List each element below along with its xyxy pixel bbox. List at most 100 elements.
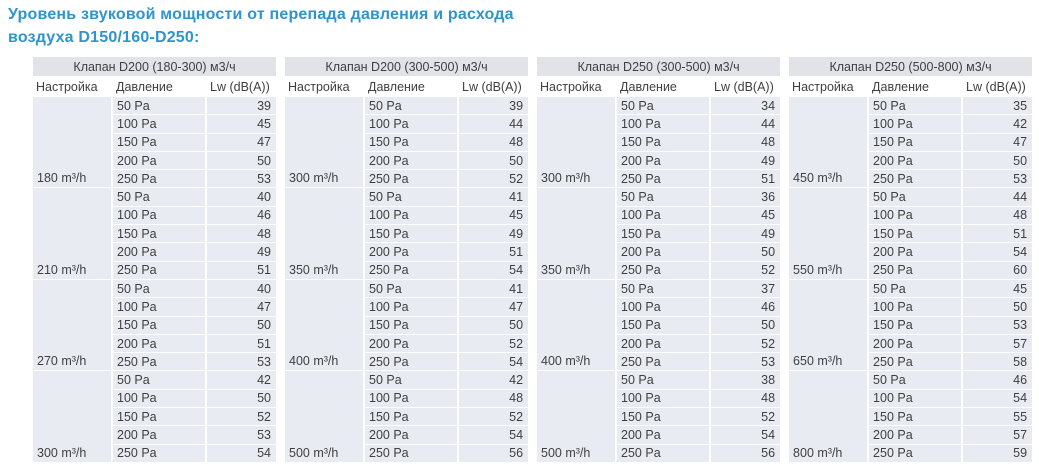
lw-value-cell: 51 bbox=[963, 225, 1033, 244]
table-row: 100 Pa 48 bbox=[537, 389, 781, 409]
lw-value-cell: 42 bbox=[963, 115, 1033, 134]
lw-value-cell: 44 bbox=[711, 115, 781, 134]
table-row: 250 Pa 51 bbox=[537, 170, 781, 189]
lw-value-cell: 42 bbox=[459, 371, 529, 390]
pressure-cell: 200 Pa bbox=[113, 151, 207, 171]
table-row: 100 Pa 42 bbox=[789, 115, 1033, 134]
lw-value-cell: 50 bbox=[459, 151, 529, 171]
lw-value-cell: 41 bbox=[459, 279, 529, 299]
lw-value-cell: 37 bbox=[711, 279, 781, 299]
lw-value-cell: 54 bbox=[459, 353, 529, 372]
table-row: 150 Pa 47 bbox=[33, 133, 277, 152]
pressure-cell: 250 Pa bbox=[365, 170, 460, 189]
lw-value-cell: 47 bbox=[207, 298, 277, 317]
pressure-cell: 150 Pa bbox=[617, 408, 712, 427]
table-row: 500 m³/h 50 Pa 42 bbox=[285, 371, 529, 463]
lw-value-cell: 52 bbox=[711, 334, 781, 354]
table-row: 210 m³/h 50 Pa 40 bbox=[33, 188, 277, 280]
lw-value-cell: 50 bbox=[711, 316, 781, 335]
table-row: 250 Pa 52 bbox=[285, 170, 529, 189]
pressure-cell: 150 Pa bbox=[113, 316, 207, 335]
table-row: 250 Pa 53 bbox=[537, 353, 781, 372]
lw-value-cell: 42 bbox=[207, 371, 277, 390]
table-row: 150 Pa 48 bbox=[537, 133, 781, 152]
table-row: 300 m³/h 50 Pa 42 bbox=[33, 371, 277, 463]
pressure-cell: 50 Pa bbox=[113, 97, 207, 116]
pressure-cell: 250 Pa bbox=[365, 353, 460, 372]
pressure-cell: 200 Pa bbox=[617, 426, 712, 445]
table-row: 200 Pa 53 bbox=[33, 426, 277, 445]
column-header-lw: Lw (dB(A)) bbox=[711, 77, 781, 97]
pressure-cell: 100 Pa bbox=[113, 298, 207, 317]
table-row: 200 Pa 54 bbox=[789, 243, 1033, 262]
pressure-cell: 150 Pa bbox=[365, 408, 460, 427]
table-row: 200 Pa 50 bbox=[33, 151, 277, 171]
pressure-cell: 150 Pa bbox=[869, 225, 964, 244]
lw-value-cell: 41 bbox=[459, 188, 529, 207]
pressure-cell: 250 Pa bbox=[365, 261, 460, 280]
table-row: 100 Pa 45 bbox=[33, 115, 277, 134]
lw-value-cell: 39 bbox=[207, 97, 277, 116]
table-row: 180 m³/h 50 Pa 39 bbox=[33, 97, 277, 189]
lw-value-cell: 52 bbox=[207, 408, 277, 427]
table-title: Клапан D200 (180-300) м3/ч bbox=[33, 57, 277, 77]
lw-value-cell: 44 bbox=[963, 188, 1033, 207]
table-row: 350 m³/h 50 Pa 36 bbox=[537, 188, 781, 280]
lw-value-cell: 60 bbox=[963, 261, 1033, 280]
pressure-cell: 250 Pa bbox=[617, 170, 712, 189]
lw-value-cell: 51 bbox=[459, 243, 529, 262]
table-row: 150 Pa 52 bbox=[33, 408, 277, 427]
table-row: 300 m³/h 50 Pa 39 bbox=[285, 97, 529, 189]
pressure-cell: 50 Pa bbox=[617, 97, 712, 116]
pressure-cell: 150 Pa bbox=[617, 316, 712, 335]
pressure-cell: 100 Pa bbox=[869, 206, 964, 226]
lw-value-cell: 52 bbox=[459, 170, 529, 189]
column-header-row: Настройка Давление Lw (dB(A)) bbox=[537, 77, 781, 97]
pressure-cell: 250 Pa bbox=[113, 444, 207, 463]
table-row: 200 Pa 52 bbox=[285, 334, 529, 354]
pressure-cell: 200 Pa bbox=[869, 426, 964, 445]
table-row: 250 Pa 56 bbox=[537, 444, 781, 463]
pressure-cell: 250 Pa bbox=[113, 170, 207, 189]
pressure-cell: 150 Pa bbox=[365, 133, 460, 152]
lw-value-cell: 58 bbox=[963, 353, 1033, 372]
pressure-cell: 50 Pa bbox=[617, 371, 712, 390]
lw-value-cell: 52 bbox=[459, 408, 529, 427]
pressure-cell: 50 Pa bbox=[113, 188, 207, 207]
lw-value-cell: 46 bbox=[207, 206, 277, 226]
column-header-pressure: Давление bbox=[617, 77, 712, 97]
table-title: Клапан D250 (500-800) м3/ч bbox=[789, 57, 1033, 77]
column-header-row: Настройка Давление Lw (dB(A)) bbox=[285, 77, 529, 97]
table-row: 300 m³/h 50 Pa 34 bbox=[537, 97, 781, 189]
pressure-cell: 150 Pa bbox=[113, 225, 207, 244]
pressure-cell: 150 Pa bbox=[869, 408, 964, 427]
pressure-cell: 50 Pa bbox=[617, 188, 712, 207]
pressure-cell: 250 Pa bbox=[365, 444, 460, 463]
lw-value-cell: 34 bbox=[711, 97, 781, 116]
pressure-cell: 50 Pa bbox=[869, 188, 964, 207]
pressure-cell: 200 Pa bbox=[869, 151, 964, 171]
lw-value-cell: 51 bbox=[207, 261, 277, 280]
lw-value-cell: 54 bbox=[711, 426, 781, 445]
lw-value-cell: 45 bbox=[459, 206, 529, 226]
table-row: 150 Pa 48 bbox=[285, 133, 529, 152]
lw-value-cell: 53 bbox=[711, 353, 781, 372]
table-row: 250 Pa 53 bbox=[789, 170, 1033, 189]
lw-value-cell: 50 bbox=[207, 151, 277, 171]
table-row: 250 Pa 54 bbox=[285, 353, 529, 372]
table-row: 100 Pa 44 bbox=[537, 115, 781, 134]
table-row: 200 Pa 49 bbox=[33, 243, 277, 262]
pressure-cell: 100 Pa bbox=[617, 298, 712, 317]
valve-table-1: Клапан D200 (180-300) м3/ч Настройка Давле… bbox=[33, 57, 277, 463]
table-row: 100 Pa 46 bbox=[537, 298, 781, 317]
table-row: 100 Pa 45 bbox=[285, 206, 529, 226]
table-title: Клапан D200 (300-500) м3/ч bbox=[285, 57, 529, 77]
lw-value-cell: 54 bbox=[207, 444, 277, 463]
lw-value-cell: 40 bbox=[207, 279, 277, 299]
column-header-setting: Настройка bbox=[537, 77, 618, 97]
pressure-cell: 100 Pa bbox=[365, 206, 460, 226]
pressure-cell: 150 Pa bbox=[869, 316, 964, 335]
lw-value-cell: 48 bbox=[459, 389, 529, 409]
column-header-setting: Настройка bbox=[789, 77, 870, 97]
table-row: 100 Pa 48 bbox=[789, 206, 1033, 226]
